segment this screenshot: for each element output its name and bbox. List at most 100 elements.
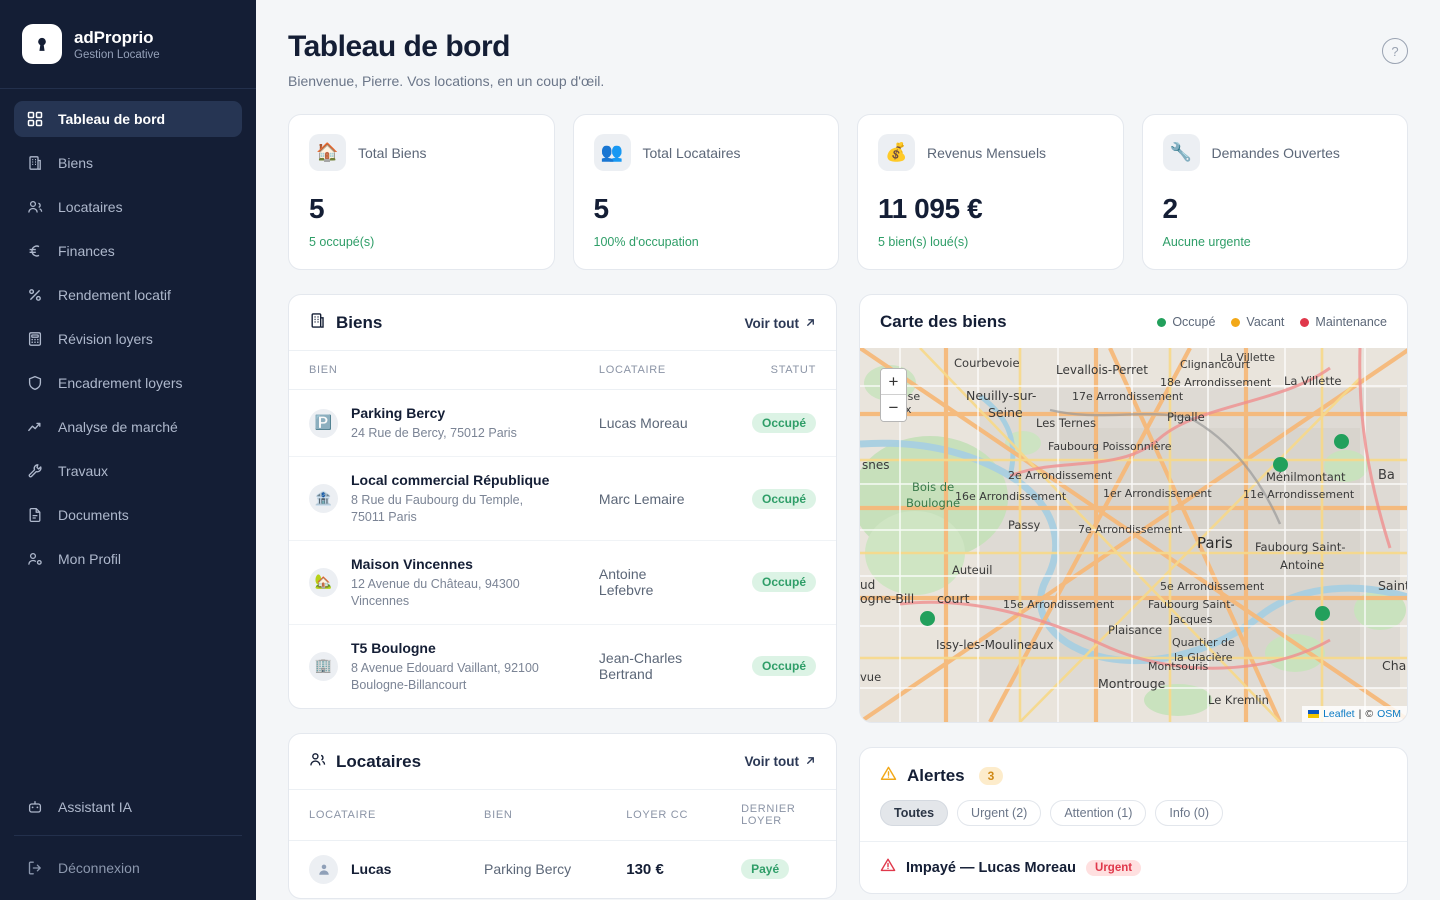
- table-row[interactable]: 🏦 Local commercial République 8 Rue du F…: [289, 456, 836, 541]
- stat-note: 5 occupé(s): [309, 235, 375, 249]
- map-label: Boulogne: [906, 496, 961, 510]
- users-icon: [26, 198, 44, 216]
- sidebar-item-biens[interactable]: Biens: [14, 145, 242, 181]
- grid-icon: [26, 110, 44, 128]
- locataire-loyer: 130 €: [626, 860, 664, 878]
- table-row[interactable]: 🏢 T5 Boulogne 8 Avenue Edouard Vaillant,…: [289, 624, 836, 707]
- map-label: La Villette: [1284, 374, 1342, 388]
- map-label: Auteuil: [952, 563, 993, 577]
- zoom-out-button[interactable]: −: [881, 395, 906, 421]
- stat-label: Total Locataires: [642, 144, 741, 161]
- map-label: Quartier de: [1172, 636, 1235, 649]
- map-tiles[interactable]: Courbevoie Levallois-Perret Clignancourt 18…: [860, 348, 1407, 722]
- filter-chip-urgent[interactable]: Urgent (2): [957, 800, 1042, 826]
- sidebar-item-tableau-de-bord[interactable]: Tableau de bord: [14, 101, 242, 137]
- map-label: Faubourg Poissonnière: [1048, 440, 1172, 453]
- map-label: 15e Arrondissement: [1003, 598, 1115, 611]
- bien-name: Maison Vincennes: [351, 556, 473, 572]
- map-panel-title: Carte des biens: [880, 312, 1007, 332]
- map-label: la Glacière: [1174, 651, 1233, 664]
- osm-link[interactable]: OSM: [1377, 708, 1401, 720]
- map-label: Faubourg Saint-: [1255, 540, 1346, 554]
- question-circle-icon[interactable]: ?: [1382, 38, 1408, 64]
- col-dernier-loyer: DERNIER LOYER: [721, 789, 836, 841]
- page-subtitle: Bienvenue, Pierre. Vos locations, en un …: [288, 73, 605, 89]
- stat-label: Total Biens: [358, 144, 427, 161]
- sidebar-item-assistant-ia[interactable]: Assistant IA: [14, 789, 242, 825]
- map-marker[interactable]: [920, 611, 935, 626]
- map-container[interactable]: Courbevoie Levallois-Perret Clignancourt 18…: [860, 348, 1407, 722]
- map-label: 1er Arrondissement: [1103, 487, 1212, 500]
- bien-address: 24 Rue de Bercy, 75012 Paris: [351, 426, 517, 441]
- map-label: Pigalle: [1167, 410, 1205, 424]
- biens-see-all-link[interactable]: Voir tout: [745, 316, 817, 331]
- filter-chip-info[interactable]: Info (0): [1155, 800, 1224, 826]
- map-marker[interactable]: [1273, 457, 1288, 472]
- map-panel: Carte des biens Occupé Vacant: [859, 294, 1408, 723]
- robot-icon: [26, 798, 44, 816]
- col-statut: STATUT: [721, 351, 836, 390]
- bien-tenant: Lucas Moreau: [578, 389, 722, 458]
- sidebar-item-travaux[interactable]: Travaux: [14, 453, 242, 489]
- map-label: Char: [1382, 658, 1407, 673]
- zoom-in-button[interactable]: +: [881, 369, 906, 395]
- table-row[interactable]: 🅿️ Parking Bercy 24 Rue de Bercy, 75012 …: [289, 389, 836, 458]
- map-label: Jacques: [1170, 613, 1213, 626]
- leaflet-flag-icon: [1308, 710, 1320, 718]
- sidebar-item-rendement-locatif[interactable]: Rendement locatif: [14, 277, 242, 313]
- brand[interactable]: adProprio Gestion Locative: [0, 0, 256, 89]
- sidebar-item-documents[interactable]: Documents: [14, 497, 242, 533]
- sidebar-nav: Tableau de bord Biens: [0, 89, 256, 789]
- map-label: court: [937, 591, 970, 606]
- map-marker[interactable]: [1334, 434, 1349, 449]
- sidebar-item-label: Assistant IA: [58, 799, 132, 815]
- legend-label: Maintenance: [1315, 315, 1387, 329]
- legend-label: Vacant: [1246, 315, 1285, 329]
- locataires-table: LOCATAIRE BIEN LOYER CC DERNIER LOYER: [289, 789, 836, 898]
- sidebar-item-deconnexion[interactable]: Déconnexion: [14, 850, 242, 886]
- sidebar-item-label: Travaux: [58, 463, 109, 479]
- sidebar-item-locataires[interactable]: Locataires: [14, 189, 242, 225]
- filter-chip-toutes[interactable]: Toutes: [880, 800, 949, 826]
- locataires-panel-header: Locataires Voir tout: [289, 734, 836, 790]
- map-label: 16e Arrondissement: [955, 490, 1067, 503]
- users-icon: [309, 751, 326, 773]
- map-zoom-controls[interactable]: + −: [880, 368, 907, 422]
- alert-title: Impayé — Lucas Moreau: [906, 859, 1077, 876]
- stat-cards: 🏠 Total Biens 5 5 occupé(s) 👥 Total Loca…: [256, 89, 1440, 270]
- people-emoji: 👥: [593, 134, 631, 171]
- alert-list-item[interactable]: Impayé — Lucas Moreau Urgent: [860, 841, 1407, 893]
- alerts-panel: Alertes 3 Toutes Urgent (2) Attention (1…: [859, 747, 1408, 894]
- attribution-separator: |: [1358, 708, 1362, 720]
- table-row[interactable]: 🏡 Maison Vincennes 12 Avenue du Château,…: [289, 540, 836, 625]
- locataires-panel-title: Locataires: [309, 751, 421, 773]
- legend-item-occupe: Occupé: [1157, 315, 1215, 329]
- stat-value: 11 095 €: [878, 193, 983, 224]
- biens-panel-header: Biens Voir tout: [289, 295, 836, 351]
- house-emoji: 🏠: [309, 134, 346, 171]
- sidebar-item-mon-profil[interactable]: Mon Profil: [14, 541, 242, 577]
- col-loyer-cc: LOYER CC: [606, 789, 722, 841]
- map-panel-header: Carte des biens Occupé Vacant: [860, 295, 1407, 348]
- sidebar-item-label: Tableau de bord: [58, 111, 166, 127]
- map-marker[interactable]: [1315, 606, 1330, 621]
- stat-value: 5: [309, 193, 325, 224]
- percent-icon: [26, 286, 44, 304]
- brand-subtitle: Gestion Locative: [74, 48, 160, 61]
- sidebar-item-finances[interactable]: Finances: [14, 233, 242, 269]
- legend-label: Occupé: [1172, 315, 1216, 329]
- sidebar-item-analyse-de-marche[interactable]: Analyse de marché: [14, 409, 242, 445]
- main-content: Tableau de bord Bienvenue, Pierre. Vos l…: [256, 0, 1440, 900]
- building-icon: [309, 312, 326, 334]
- leaflet-link[interactable]: Leaflet: [1323, 708, 1355, 720]
- map-label: Faubourg Saint-: [1148, 598, 1235, 611]
- filter-chip-attention[interactable]: Attention (1): [1050, 800, 1147, 826]
- sidebar-item-revision-loyers[interactable]: Révision loyers: [14, 321, 242, 357]
- sidebar-item-encadrement-loyers[interactable]: Encadrement loyers: [14, 365, 242, 401]
- attribution-copyright: ©: [1365, 708, 1374, 720]
- bien-address: 8 Avenue Edouard Vaillant, 92100 Boulogn…: [351, 661, 539, 692]
- bien-address: 8 Rue du Faubourg du Temple, 75011 Paris: [351, 493, 524, 525]
- table-row[interactable]: Lucas Parking Bercy 130 € Payé: [289, 840, 836, 898]
- stat-label: Revenus Mensuels: [927, 144, 1047, 161]
- locataires-see-all-link[interactable]: Voir tout: [745, 754, 817, 769]
